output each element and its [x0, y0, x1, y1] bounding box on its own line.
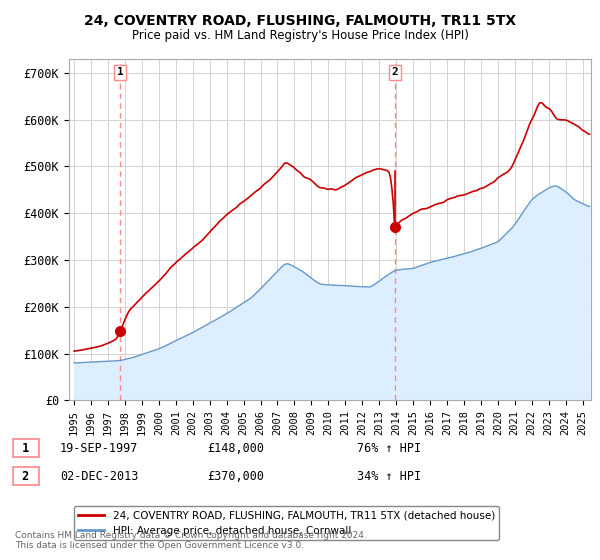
Text: 19-SEP-1997: 19-SEP-1997	[60, 441, 139, 455]
Text: Price paid vs. HM Land Registry's House Price Index (HPI): Price paid vs. HM Land Registry's House …	[131, 29, 469, 42]
Text: 2: 2	[15, 469, 37, 483]
Text: 2: 2	[391, 67, 398, 77]
Text: 24, COVENTRY ROAD, FLUSHING, FALMOUTH, TR11 5TX: 24, COVENTRY ROAD, FLUSHING, FALMOUTH, T…	[84, 14, 516, 28]
Text: 1: 1	[117, 67, 124, 77]
Text: £370,000: £370,000	[207, 469, 264, 483]
Text: 76% ↑ HPI: 76% ↑ HPI	[357, 441, 421, 455]
Text: £148,000: £148,000	[207, 441, 264, 455]
Text: 02-DEC-2013: 02-DEC-2013	[60, 469, 139, 483]
Text: Contains HM Land Registry data © Crown copyright and database right 2024.
This d: Contains HM Land Registry data © Crown c…	[15, 530, 367, 550]
Text: 34% ↑ HPI: 34% ↑ HPI	[357, 469, 421, 483]
Legend: 24, COVENTRY ROAD, FLUSHING, FALMOUTH, TR11 5TX (detached house), HPI: Average p: 24, COVENTRY ROAD, FLUSHING, FALMOUTH, T…	[74, 506, 499, 540]
Text: 1: 1	[15, 441, 37, 455]
